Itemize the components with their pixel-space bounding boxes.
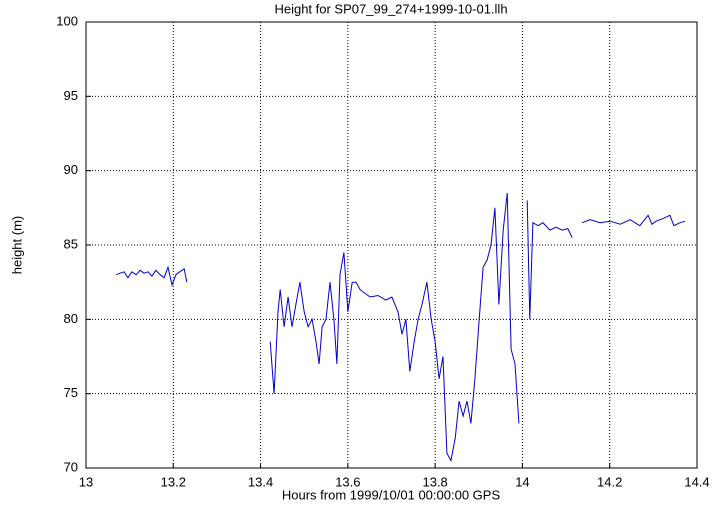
x-tick-label: 13 bbox=[79, 474, 93, 489]
x-tick-label: 13.8 bbox=[422, 474, 447, 489]
plot-frame bbox=[85, 21, 698, 469]
y-axis-label: height (m) bbox=[9, 216, 24, 275]
y-tick-label: 70 bbox=[64, 459, 78, 474]
x-tick-label: 13.4 bbox=[248, 474, 273, 489]
chart-title: Height for SP07_99_274+1999-10-01.llh bbox=[274, 1, 507, 16]
y-tick-label: 75 bbox=[64, 385, 78, 400]
y-tick-label: 95 bbox=[64, 88, 78, 103]
y-tick-label: 80 bbox=[64, 311, 78, 326]
x-tick-label: 13.6 bbox=[335, 474, 360, 489]
x-tick-label: 14 bbox=[515, 474, 529, 489]
y-tick-label: 85 bbox=[64, 236, 78, 251]
y-tick-label: 90 bbox=[64, 162, 78, 177]
data-line bbox=[115, 192, 686, 463]
x-tick-label: 14.2 bbox=[597, 474, 622, 489]
x-tick-label: 14.4 bbox=[684, 474, 709, 489]
x-axis-label: Hours from 1999/10/01 00:00:00 GPS bbox=[282, 487, 501, 502]
x-tick-label: 13.2 bbox=[161, 474, 186, 489]
y-tick-label: 100 bbox=[56, 13, 78, 28]
